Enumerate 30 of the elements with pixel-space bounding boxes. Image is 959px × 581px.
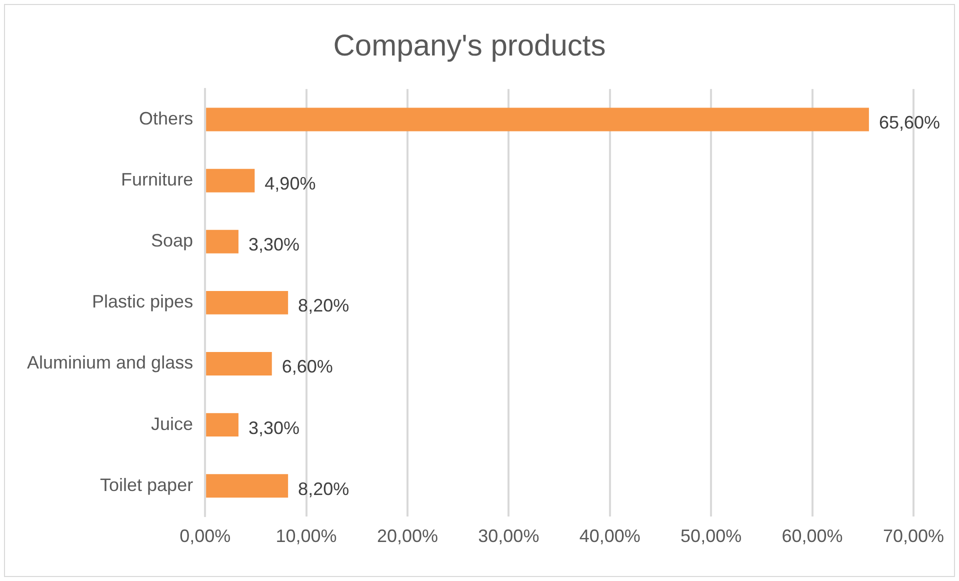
y-tick-label: Aluminium and glass bbox=[27, 352, 194, 373]
x-tick-label: 0,00% bbox=[180, 526, 231, 546]
y-tick-label: Plastic pipes bbox=[92, 292, 194, 312]
data-label: 6,60% bbox=[282, 356, 333, 377]
x-tick-label: 20,00% bbox=[376, 526, 438, 546]
x-tick-label: 40,00% bbox=[579, 526, 640, 546]
y-tick-label: Soap bbox=[151, 230, 194, 251]
chart-title: Company's products bbox=[333, 29, 606, 62]
bar bbox=[206, 290, 288, 314]
y-tick-label: Others bbox=[139, 108, 194, 128]
x-tick-label: 70,00% bbox=[882, 526, 944, 546]
bar bbox=[206, 168, 255, 192]
bar bbox=[206, 474, 288, 498]
data-label: 3,30% bbox=[248, 418, 300, 438]
data-label: 3,30% bbox=[248, 234, 300, 255]
x-tick-label: 50,00% bbox=[680, 526, 742, 546]
bar bbox=[206, 352, 272, 376]
bar bbox=[206, 413, 238, 437]
data-label: 65,60% bbox=[878, 112, 940, 132]
data-label: 8,20% bbox=[298, 296, 350, 316]
x-tick-label: 60,00% bbox=[782, 526, 843, 546]
data-label: 4,90% bbox=[264, 174, 316, 194]
y-tick-label: Juice bbox=[151, 414, 194, 434]
bar bbox=[206, 230, 238, 254]
data-label: 8,20% bbox=[298, 478, 350, 499]
y-tick-label: Furniture bbox=[121, 170, 194, 190]
x-tick-label: 10,00% bbox=[276, 526, 337, 546]
y-tick-label: Toilet paper bbox=[100, 474, 194, 495]
x-tick-label: 30,00% bbox=[478, 526, 540, 546]
bar bbox=[206, 108, 869, 132]
